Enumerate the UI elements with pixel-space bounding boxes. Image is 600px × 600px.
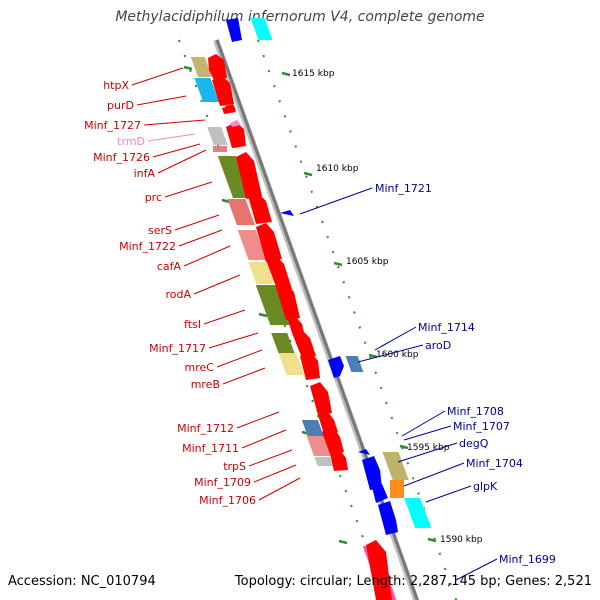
right-connectors <box>299 187 498 581</box>
gene-label: prc <box>145 191 162 204</box>
gene-box-mreB <box>278 353 305 375</box>
gene-label: degQ <box>459 437 489 450</box>
gene-arrow <box>232 139 244 148</box>
gene-box-top <box>250 18 273 40</box>
left-connectors <box>131 67 301 501</box>
gene-label: mreC <box>185 361 215 374</box>
gene-label: mreB <box>191 378 220 391</box>
gene-label: htpX <box>103 79 129 92</box>
gene-label: Minf_1708 <box>447 405 504 418</box>
blue-arrows <box>226 18 432 535</box>
scale-label: 1610 kbp <box>316 164 359 174</box>
gene-label: trmD <box>117 135 145 148</box>
gene-arrow <box>300 353 320 380</box>
gene-label: Minf_1714 <box>418 321 475 334</box>
gene-arrow <box>248 193 272 224</box>
gene-label: Minf_1711 <box>182 442 239 455</box>
gene-box-serS <box>227 199 255 225</box>
scale-label: 1605 kbp <box>346 257 389 267</box>
gene-label: Minf_1726 <box>93 151 150 164</box>
gene-box-htpX <box>190 57 213 77</box>
scale-labels: 1615 kbp 1610 kbp 1605 kbp 1600 kbp 1595… <box>292 69 483 545</box>
gene-arrow <box>266 256 292 292</box>
gene-label: Minf_1727 <box>84 119 141 132</box>
gene-box-prc <box>217 156 252 198</box>
gene-box-purD <box>194 78 220 102</box>
gene-box-mreC <box>271 333 295 353</box>
gene-label: Minf_1706 <box>199 494 256 507</box>
gene-label: Minf_1699 <box>499 553 556 566</box>
gene-label: Minf_1721 <box>375 182 432 195</box>
gene-label: ftsI <box>184 318 201 331</box>
scale-label: 1590 kbp <box>440 535 483 545</box>
gene-label: glpK <box>473 480 498 493</box>
gene-arrow <box>366 540 392 600</box>
scale-label: 1600 kbp <box>376 350 419 360</box>
gene-label: Minf_1709 <box>194 476 251 489</box>
gene-arrow-blue <box>378 501 398 535</box>
gene-arrow-blue <box>372 484 388 503</box>
gene-box-cafA <box>237 230 267 260</box>
gene-arrow-pink <box>230 120 241 127</box>
gene-arrow <box>256 223 282 262</box>
red-arrows <box>208 54 392 600</box>
gene-arrow <box>236 152 262 199</box>
gene-arrow-small <box>225 104 236 112</box>
scale-label: 1595 kbp <box>407 443 450 453</box>
accession-text: Accession: NC_010794 <box>8 574 156 589</box>
gene-label: cafA <box>157 260 182 273</box>
gene-label: serS <box>148 224 172 237</box>
gene-box-ftsI <box>255 285 291 325</box>
gene-arrow <box>288 317 304 333</box>
scale-label: 1615 kbp <box>292 69 335 79</box>
gene-label: infA <box>134 167 156 180</box>
gene-box-1704 <box>390 480 404 498</box>
gene-arrow <box>208 54 227 80</box>
gene-box-rodA <box>248 262 275 284</box>
right-labels: Minf_1721 Minf_1714 aroD Minf_1708 Minf_… <box>375 182 556 566</box>
left-labels: htpX purD Minf_1727 trmD Minf_1726 infA … <box>84 79 256 507</box>
gene-label: Minf_1707 <box>453 420 510 433</box>
gene-arrow <box>212 76 234 106</box>
gene-label: purD <box>107 99 134 112</box>
gene-label: Minf_1717 <box>149 342 206 355</box>
gene-arrow <box>292 330 316 358</box>
gene-box-degQ <box>382 452 409 480</box>
gene-arrow <box>336 462 348 470</box>
gene-arrow-blue <box>358 449 370 455</box>
gene-box-1712 <box>301 420 324 436</box>
gene-label: aroD <box>425 339 451 352</box>
gene-label: Minf_1712 <box>177 422 234 435</box>
gene-arrow <box>310 382 332 415</box>
genome-stats-text: Topology: circular; Length: 2,287,145 bp… <box>234 574 592 589</box>
gene-box-glpK <box>404 498 432 528</box>
gene-label: rodA <box>165 288 191 301</box>
gene-arrow-blue <box>280 210 294 216</box>
gene-box-trpS <box>314 457 334 466</box>
gene-box-1727 <box>207 127 228 145</box>
gene-label: trpS <box>223 460 246 473</box>
gene-arrow <box>276 283 300 320</box>
gene-box-aroD <box>345 356 364 372</box>
gene-arrow-blue <box>362 456 382 490</box>
gene-label: Minf_1722 <box>119 240 176 253</box>
gene-arrow-blue-top <box>226 18 242 42</box>
gene-label: Minf_1704 <box>466 457 523 470</box>
gene-box-trmD <box>213 146 227 152</box>
map-title: Methylacidiphilum infernorum V4, complet… <box>115 9 485 25</box>
gene-arrow-blue <box>328 356 344 378</box>
gene-arrow <box>322 428 344 454</box>
